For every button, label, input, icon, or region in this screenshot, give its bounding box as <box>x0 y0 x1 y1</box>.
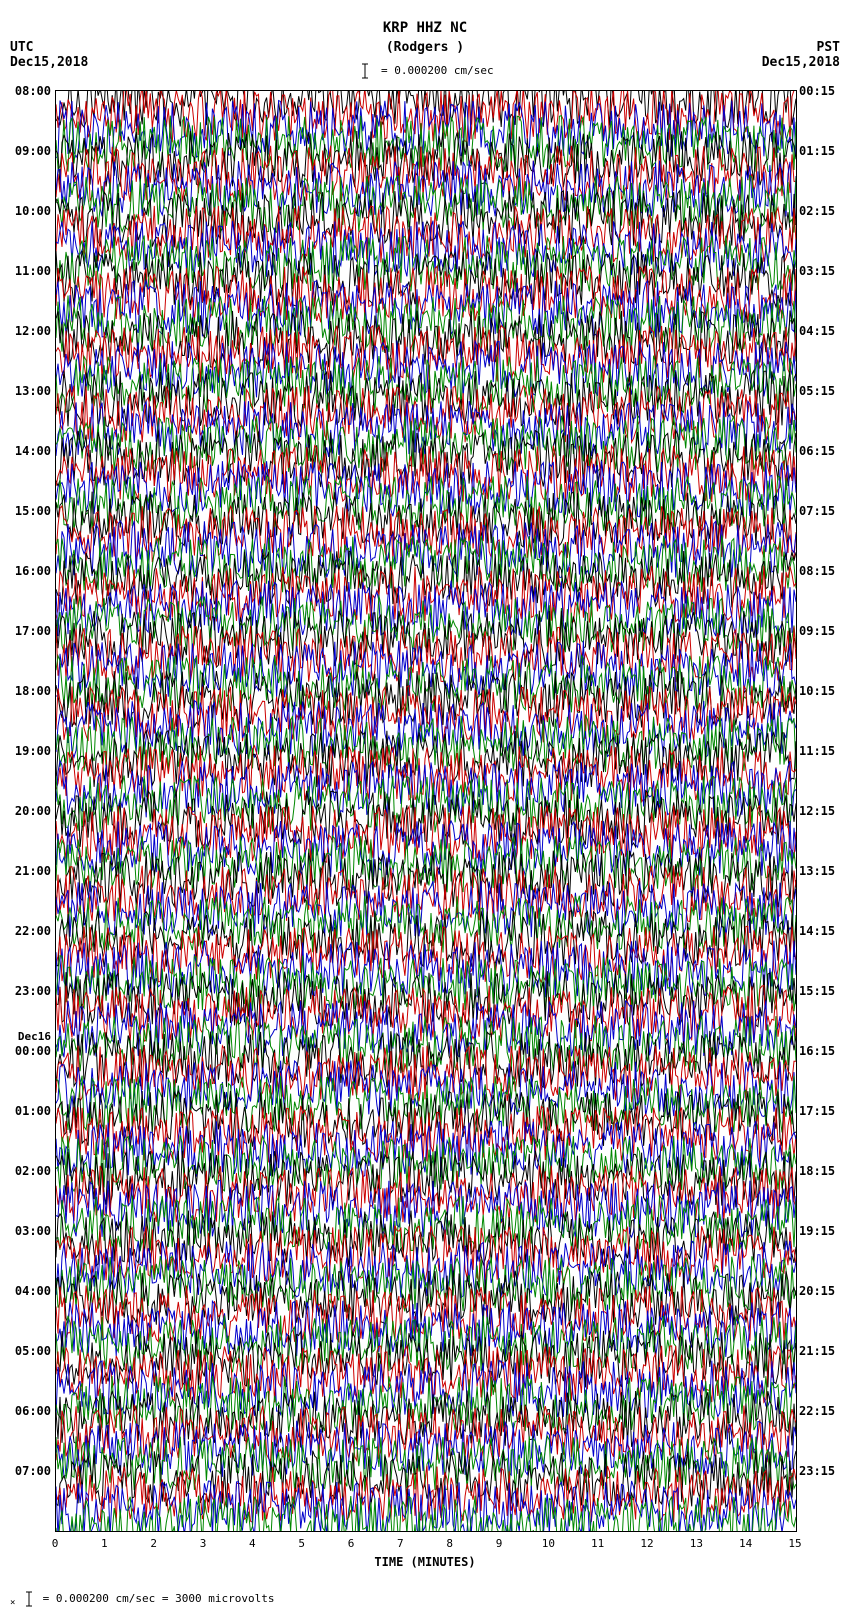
pst-label: 11:15 <box>799 744 835 758</box>
x-tick: 3 <box>200 1537 207 1550</box>
utc-label: 06:00 <box>15 1404 51 1418</box>
utc-label: 12:00 <box>15 324 51 338</box>
station-title: KRP HHZ NC <box>0 20 850 36</box>
x-tick: 10 <box>542 1537 555 1550</box>
helicorder-plot <box>55 90 797 1532</box>
pst-label: 13:15 <box>799 864 835 878</box>
x-tick: 12 <box>640 1537 653 1550</box>
x-tick: 0 <box>52 1537 59 1550</box>
pst-label: 17:15 <box>799 1104 835 1118</box>
pst-label: 07:15 <box>799 504 835 518</box>
x-tick: 6 <box>348 1537 355 1550</box>
pst-label: 23:15 <box>799 1464 835 1478</box>
x-tick: 15 <box>788 1537 801 1550</box>
date-right: Dec15,2018 <box>762 55 840 70</box>
x-axis-title: TIME (MINUTES) <box>0 1555 850 1569</box>
pst-label: 00:15 <box>799 84 835 98</box>
utc-label: 14:00 <box>15 444 51 458</box>
utc-label: 11:00 <box>15 264 51 278</box>
pst-label: 16:15 <box>799 1044 835 1058</box>
utc-label: 23:00 <box>15 984 51 998</box>
x-tick: 13 <box>690 1537 703 1550</box>
pst-label: 05:15 <box>799 384 835 398</box>
pst-label: 09:15 <box>799 624 835 638</box>
utc-label: 15:00 <box>15 504 51 518</box>
utc-label: 18:00 <box>15 684 51 698</box>
pst-label: 21:15 <box>799 1344 835 1358</box>
utc-label: 22:00 <box>15 924 51 938</box>
pst-label: 06:15 <box>799 444 835 458</box>
pst-label: 10:15 <box>799 684 835 698</box>
helicorder-container: KRP HHZ NC (Rodgers ) = 0.000200 cm/sec … <box>0 0 850 1613</box>
pst-label: 14:15 <box>799 924 835 938</box>
pst-label: 18:15 <box>799 1164 835 1178</box>
pst-label: 04:15 <box>799 324 835 338</box>
utc-label: 08:00 <box>15 84 51 98</box>
x-tick: 14 <box>739 1537 752 1550</box>
date-separator: Dec16 <box>18 1030 51 1043</box>
x-tick: 7 <box>397 1537 404 1550</box>
scale-legend: = 0.000200 cm/sec <box>0 62 850 80</box>
pst-label: 15:15 <box>799 984 835 998</box>
utc-label: 17:00 <box>15 624 51 638</box>
pst-label: 12:15 <box>799 804 835 818</box>
x-tick: 11 <box>591 1537 604 1550</box>
utc-hour-labels: 08:0009:0010:0011:0012:0013:0014:0015:00… <box>5 90 53 1530</box>
tz-right: PST <box>817 40 840 55</box>
footer-text: = 0.000200 cm/sec = 3000 microvolts <box>43 1592 275 1605</box>
utc-label: 16:00 <box>15 564 51 578</box>
x-tick: 4 <box>249 1537 256 1550</box>
date-left: Dec15,2018 <box>10 55 88 70</box>
utc-label: 13:00 <box>15 384 51 398</box>
pst-label: 01:15 <box>799 144 835 158</box>
scale-text: = 0.000200 cm/sec <box>381 64 494 77</box>
location-subtitle: (Rodgers ) <box>0 40 850 55</box>
pst-hour-labels: 00:1501:1502:1503:1504:1505:1506:1507:15… <box>797 90 845 1530</box>
utc-label: 20:00 <box>15 804 51 818</box>
utc-label: 19:00 <box>15 744 51 758</box>
x-tick: 9 <box>496 1537 503 1550</box>
utc-label: 10:00 <box>15 204 51 218</box>
footer-scale: × = 0.000200 cm/sec = 3000 microvolts <box>10 1590 274 1608</box>
x-tick: 8 <box>446 1537 453 1550</box>
utc-label: 01:00 <box>15 1104 51 1118</box>
pst-label: 20:15 <box>799 1284 835 1298</box>
x-tick: 5 <box>298 1537 305 1550</box>
pst-label: 08:15 <box>799 564 835 578</box>
utc-label: 09:00 <box>15 144 51 158</box>
x-tick: 1 <box>101 1537 108 1550</box>
x-tick: 2 <box>150 1537 157 1550</box>
tz-left: UTC <box>10 40 33 55</box>
pst-label: 19:15 <box>799 1224 835 1238</box>
pst-label: 02:15 <box>799 204 835 218</box>
utc-label: 02:00 <box>15 1164 51 1178</box>
seismic-trace <box>56 1494 796 1533</box>
utc-label: 04:00 <box>15 1284 51 1298</box>
utc-label: 00:00 <box>15 1044 51 1058</box>
utc-label: 05:00 <box>15 1344 51 1358</box>
pst-label: 03:15 <box>799 264 835 278</box>
utc-label: 21:00 <box>15 864 51 878</box>
utc-label: 03:00 <box>15 1224 51 1238</box>
utc-label: 07:00 <box>15 1464 51 1478</box>
pst-label: 22:15 <box>799 1404 835 1418</box>
